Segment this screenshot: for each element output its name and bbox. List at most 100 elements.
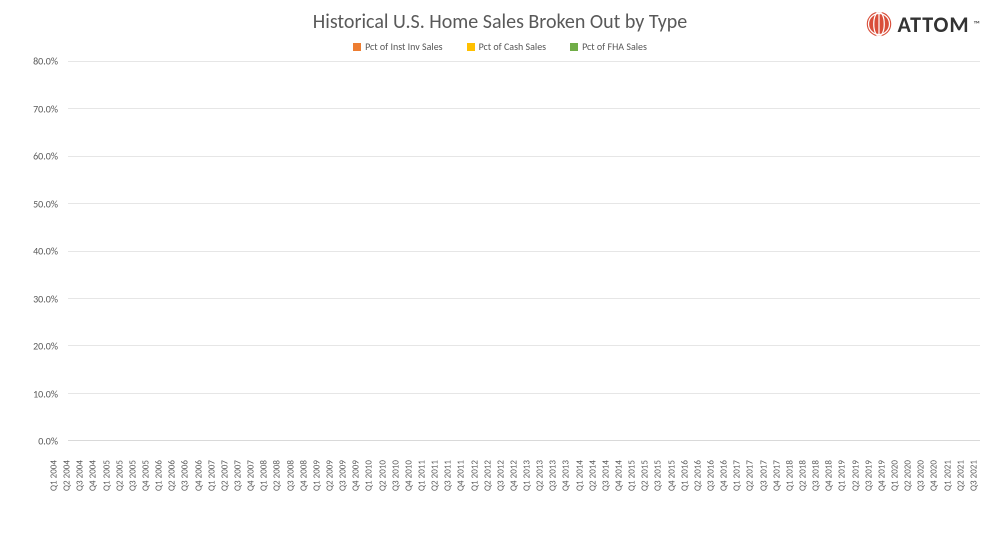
x-tick-label: Q2 2009 [324, 460, 336, 530]
attom-logo-icon [865, 10, 893, 38]
attom-logo-text: ATTOM [897, 11, 969, 38]
x-axis: Q1 2004Q2 2004Q3 2004Q4 2004Q1 2005Q2 20… [48, 460, 980, 530]
y-tick-label: 70.0% [33, 102, 58, 115]
x-tick-label: Q3 2015 [652, 460, 664, 530]
x-tick-label: Q1 2010 [363, 460, 375, 530]
x-tick-label: Q2 2005 [114, 460, 126, 530]
y-tick-label: 50.0% [33, 197, 58, 210]
x-tick-label: Q2 2007 [219, 460, 231, 530]
y-tick-label: 0.0% [38, 435, 58, 448]
x-tick-label: Q1 2021 [942, 460, 954, 530]
x-tick-label: Q3 2004 [74, 460, 86, 530]
x-tick-label: Q1 2014 [574, 460, 586, 530]
x-tick-label: Q3 2006 [179, 460, 191, 530]
x-tick-label: Q4 2014 [613, 460, 625, 530]
gridline [68, 298, 980, 299]
x-tick-label: Q4 2013 [560, 460, 572, 530]
x-tick-label: Q3 2014 [600, 460, 612, 530]
x-tick-label: Q1 2004 [48, 460, 60, 530]
x-tick-label: Q3 2010 [390, 460, 402, 530]
x-tick-label: Q2 2020 [902, 460, 914, 530]
legend-label: Pct of Inst Inv Sales [365, 40, 443, 53]
chart-area: 0.0%10.0%20.0%30.0%40.0%50.0%60.0%70.0%8… [20, 61, 980, 441]
y-tick-label: 30.0% [33, 292, 58, 305]
x-tick-label: Q4 2020 [928, 460, 940, 530]
gridline [68, 61, 980, 62]
x-tick-label: Q4 2006 [193, 460, 205, 530]
x-tick-label: Q2 2017 [744, 460, 756, 530]
legend-item-inst-inv: Pct of Inst Inv Sales [353, 40, 443, 53]
x-tick-label: Q1 2006 [153, 460, 165, 530]
legend-swatch-icon [353, 43, 361, 51]
x-tick-label: Q2 2011 [429, 460, 441, 530]
x-tick-label: Q1 2017 [731, 460, 743, 530]
x-tick-label: Q3 2017 [758, 460, 770, 530]
x-tick-label: Q2 2012 [482, 460, 494, 530]
x-tick-label: Q3 2005 [127, 460, 139, 530]
x-tick-label: Q4 2018 [823, 460, 835, 530]
x-tick-label: Q2 2018 [797, 460, 809, 530]
chart-title: Historical U.S. Home Sales Broken Out by… [20, 10, 980, 34]
x-tick-label: Q2 2021 [955, 460, 967, 530]
x-tick-label: Q1 2005 [101, 460, 113, 530]
x-tick-label: Q4 2017 [771, 460, 783, 530]
gridline [68, 345, 980, 346]
x-tick-label: Q4 2012 [508, 460, 520, 530]
x-tick-label: Q1 2009 [311, 460, 323, 530]
y-tick-label: 80.0% [33, 55, 58, 68]
x-tick-label: Q4 2009 [350, 460, 362, 530]
x-tick-label: Q3 2007 [232, 460, 244, 530]
y-tick-label: 60.0% [33, 150, 58, 163]
gridline [68, 251, 980, 252]
x-tick-label: Q1 2015 [626, 460, 638, 530]
x-tick-label: Q1 2019 [836, 460, 848, 530]
y-tick-label: 10.0% [33, 387, 58, 400]
x-tick-label: Q2 2006 [166, 460, 178, 530]
x-tick-label: Q4 2010 [403, 460, 415, 530]
y-tick-label: 40.0% [33, 245, 58, 258]
y-axis: 0.0%10.0%20.0%30.0%40.0%50.0%60.0%70.0%8… [20, 61, 64, 441]
gridline [68, 203, 980, 204]
attom-logo-tm: ™ [974, 19, 980, 30]
x-tick-label: Q1 2008 [258, 460, 270, 530]
x-tick-label: Q1 2011 [416, 460, 428, 530]
legend-item-fha: Pct of FHA Sales [570, 40, 647, 53]
x-tick-label: Q2 2014 [587, 460, 599, 530]
x-tick-label: Q4 2007 [245, 460, 257, 530]
legend: Pct of Inst Inv Sales Pct of Cash Sales … [20, 40, 980, 53]
x-tick-label: Q1 2012 [469, 460, 481, 530]
legend-swatch-icon [570, 43, 578, 51]
x-tick-label: Q2 2016 [692, 460, 704, 530]
legend-label: Pct of Cash Sales [479, 40, 547, 53]
plot-area [68, 61, 980, 441]
x-tick-label: Q2 2008 [271, 460, 283, 530]
x-tick-label: Q1 2013 [521, 460, 533, 530]
x-tick-label: Q3 2009 [337, 460, 349, 530]
x-tick-label: Q4 2019 [876, 460, 888, 530]
x-tick-label: Q4 2011 [455, 460, 467, 530]
attom-logo: ATTOM ™ [865, 10, 980, 38]
gridline [68, 156, 980, 157]
x-tick-label: Q2 2019 [850, 460, 862, 530]
x-tick-label: Q4 2016 [718, 460, 730, 530]
x-tick-label: Q3 2008 [285, 460, 297, 530]
x-tick-label: Q2 2010 [377, 460, 389, 530]
x-tick-label: Q4 2008 [298, 460, 310, 530]
x-tick-label: Q3 2011 [442, 460, 454, 530]
x-tick-label: Q4 2015 [666, 460, 678, 530]
x-tick-label: Q3 2019 [863, 460, 875, 530]
gridline [68, 393, 980, 394]
x-tick-label: Q3 2018 [810, 460, 822, 530]
x-tick-label: Q1 2018 [784, 460, 796, 530]
x-tick-label: Q3 2013 [547, 460, 559, 530]
x-tick-label: Q1 2020 [889, 460, 901, 530]
gridline [68, 108, 980, 109]
x-tick-label: Q4 2005 [140, 460, 152, 530]
x-tick-label: Q2 2015 [639, 460, 651, 530]
x-tick-label: Q1 2007 [206, 460, 218, 530]
x-tick-label: Q3 2021 [968, 460, 980, 530]
x-tick-label: Q4 2004 [87, 460, 99, 530]
legend-label: Pct of FHA Sales [582, 40, 647, 53]
y-tick-label: 20.0% [33, 340, 58, 353]
x-tick-label: Q3 2012 [495, 460, 507, 530]
